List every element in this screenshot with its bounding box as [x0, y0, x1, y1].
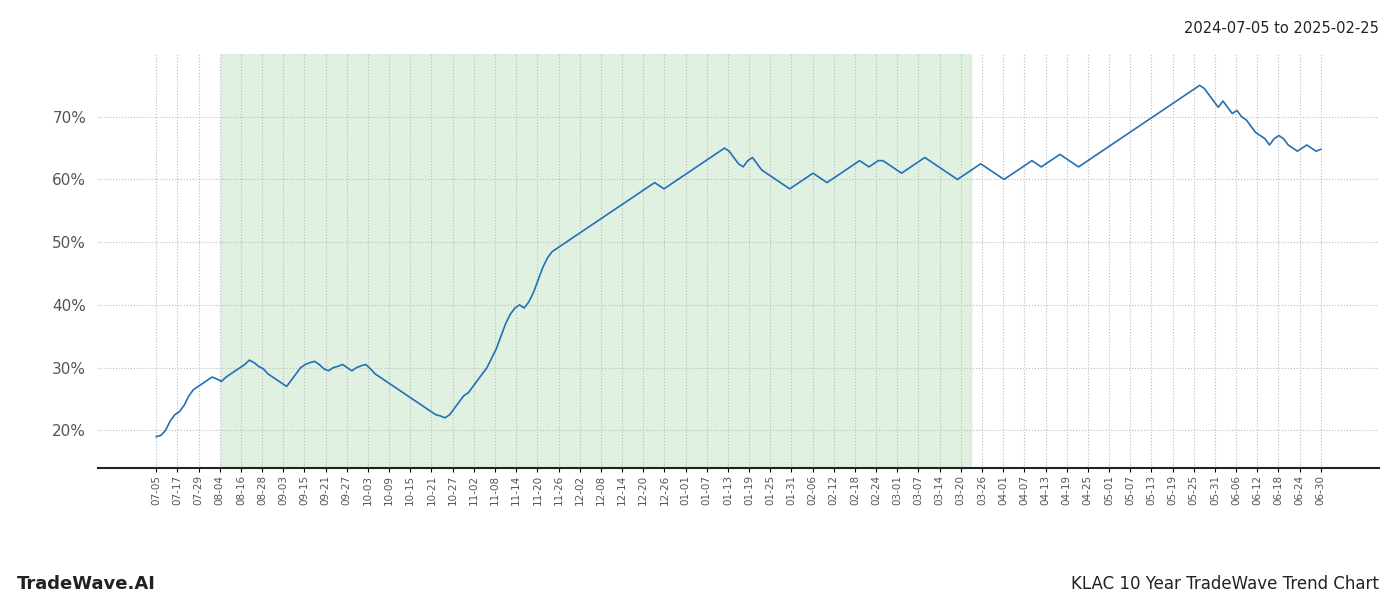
Text: KLAC 10 Year TradeWave Trend Chart: KLAC 10 Year TradeWave Trend Chart	[1071, 575, 1379, 593]
Text: TradeWave.AI: TradeWave.AI	[17, 575, 155, 593]
Bar	[221, 54, 972, 468]
Text: 2024-07-05 to 2025-02-25: 2024-07-05 to 2025-02-25	[1184, 21, 1379, 36]
